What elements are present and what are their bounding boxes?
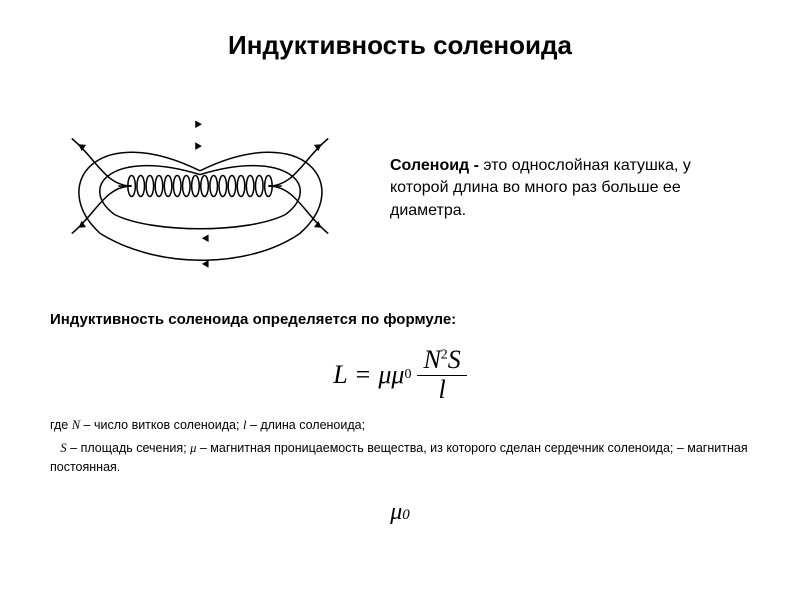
mu0-sym: μ [390,499,402,525]
formula-fraction: N2S l [417,346,466,404]
formula-N: N [423,345,440,374]
formula-N-exp: 2 [441,347,448,362]
where-N-sym: N [72,418,80,432]
definition-row: Соленоид - это однослойная катушка, у ко… [50,91,750,286]
formula-den: l [433,376,452,405]
formula-S: S [448,345,461,374]
solenoid-diagram [50,91,350,286]
formula-eq: = [356,360,371,390]
where-N-txt: – число витков соленоида; [80,418,243,432]
mu0-sub: 0 [402,507,410,523]
solenoid-definition: Соленоид - это однослойная катушка, у ко… [390,155,750,222]
formula-intro: Индуктивность соленоида определяется по … [50,311,750,328]
formula-lhs: L [333,360,347,390]
formula-block: L = μμ0 N2S l [50,346,750,404]
page-title: Индуктивность соленоида [50,30,750,61]
mu0-constant: μ0 [50,499,750,526]
legend-S-txt: – площадь сечения; [67,441,190,455]
where-l-txt: – длина соленоида; [246,418,365,432]
formula-mu0: μ [391,360,404,390]
formula-mu0-sub: 0 [404,367,411,383]
where-line: где N – число витков соленоида; l – длин… [50,418,750,433]
definition-term: Соленоид - [390,157,479,174]
legend-block: S – площадь сечения; μ – магнитная прони… [50,439,750,477]
formula-mu: μ [378,360,391,390]
inductance-formula: L = μμ0 N2S l [333,346,467,404]
where-prefix: где [50,418,72,432]
